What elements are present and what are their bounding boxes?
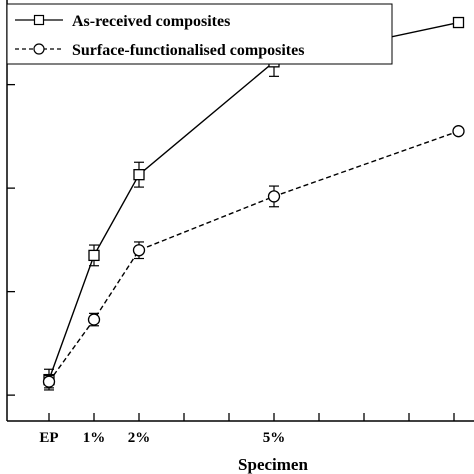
series-line-as-received: [48, 21, 459, 380]
legend-box: [6, 3, 393, 65]
data-point-square: [452, 16, 465, 29]
data-point-circle: [132, 244, 146, 257]
x-ticks: EP 1% 2% 5%: [39, 413, 455, 446]
x-tick-label: 5%: [263, 430, 286, 446]
plot-frame: [6, 0, 474, 422]
data-point-circle: [452, 125, 465, 138]
series-layer: [42, 16, 465, 391]
legend-label-as-received: As-received composites: [72, 13, 230, 30]
legend: As-received composites Surface-functiona…: [6, 3, 393, 65]
x-tick-label: 1%: [83, 430, 106, 446]
data-point-circle: [87, 313, 101, 326]
series-line-surface-functionalised: [48, 130, 459, 383]
x-tick-label: EP: [39, 430, 58, 446]
legend-marker-circle: [33, 43, 45, 55]
data-point-square: [133, 169, 145, 181]
x-axis-title: Specimen: [238, 455, 308, 474]
legend-marker-square: [33, 14, 45, 26]
x-tick-label: 2%: [128, 430, 151, 446]
data-point-circle: [42, 375, 56, 388]
legend-label-surface: Surface-functionalised composites: [72, 42, 304, 59]
data-point-square: [88, 249, 100, 262]
y-ticks: [7, 83, 15, 396]
data-point-circle: [267, 190, 281, 203]
